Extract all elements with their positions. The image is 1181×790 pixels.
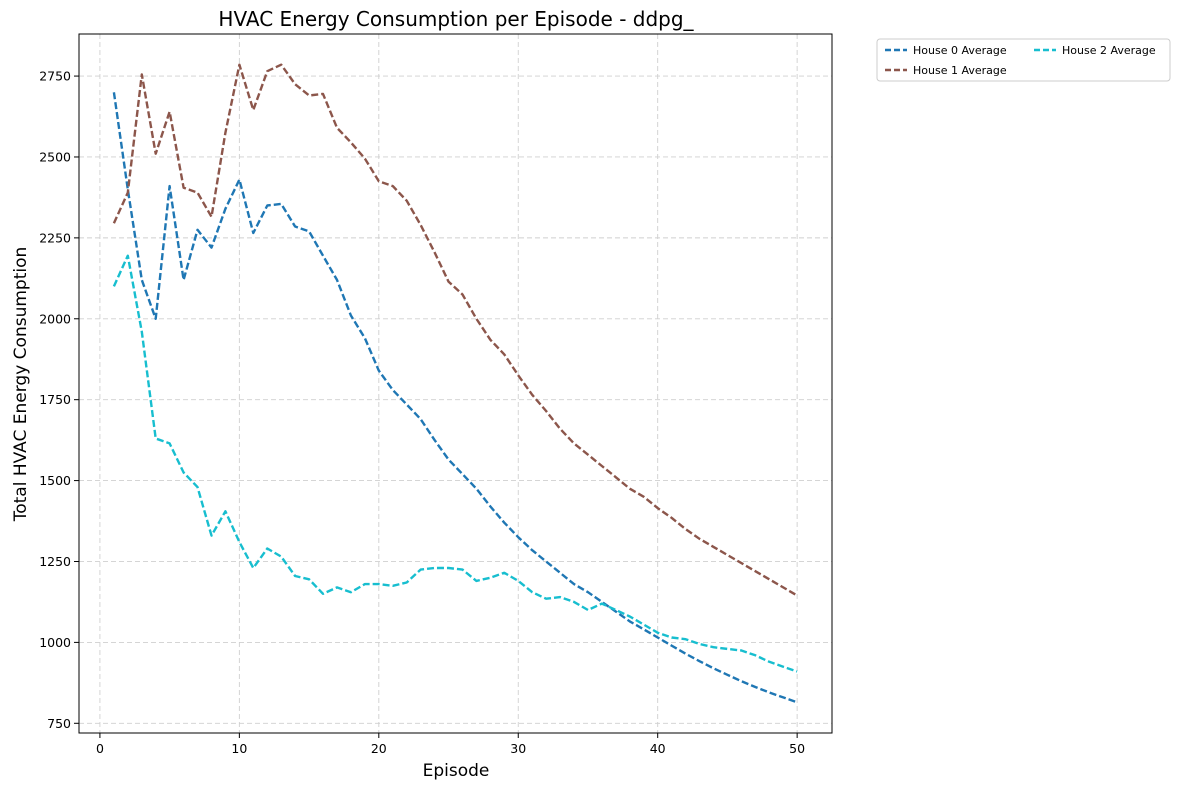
legend-label: House 0 Average: [913, 44, 1007, 57]
y-axis: 750 1000 1250 1500 1750 2000 2250 2500 2750: [39, 69, 79, 731]
plot-area: [78, 33, 833, 734]
y-tick-label: 1750: [39, 392, 71, 407]
y-tick-label: 750: [47, 716, 71, 731]
chart-title: HVAC Energy Consumption per Episode - dd…: [218, 7, 694, 31]
series-line-house-2: [112, 254, 798, 673]
x-axis: 0 10 20 30 40 50: [96, 733, 805, 756]
y-axis-label: Total HVAC Energy Consumption: [11, 247, 31, 523]
legend-label: House 2 Average: [1062, 44, 1156, 57]
y-tick-label: 1000: [39, 635, 71, 650]
series-line-house-1: [112, 63, 798, 597]
legend: House 0 Average House 1 Average House 2 Av…: [876, 38, 1171, 82]
y-tick-label: 2000: [39, 311, 71, 326]
grid: [79, 34, 832, 733]
x-axis-label: Episode: [423, 761, 490, 781]
x-tick-label: 50: [789, 741, 805, 756]
y-tick-label: 2750: [39, 69, 71, 84]
x-tick-label: 0: [96, 741, 104, 756]
series-line-house-0: [112, 92, 798, 704]
x-tick-label: 10: [231, 741, 247, 756]
y-tick-label: 2250: [39, 230, 71, 245]
legend-label: House 1 Average: [913, 64, 1007, 77]
x-tick-label: 30: [510, 741, 526, 756]
x-tick-label: 40: [650, 741, 666, 756]
y-tick-label: 2500: [39, 149, 71, 164]
y-tick-label: 1500: [39, 473, 71, 488]
legend-box: [876, 38, 1171, 82]
x-tick-label: 20: [371, 741, 387, 756]
series-layer: [112, 63, 798, 704]
y-tick-label: 1250: [39, 554, 71, 569]
